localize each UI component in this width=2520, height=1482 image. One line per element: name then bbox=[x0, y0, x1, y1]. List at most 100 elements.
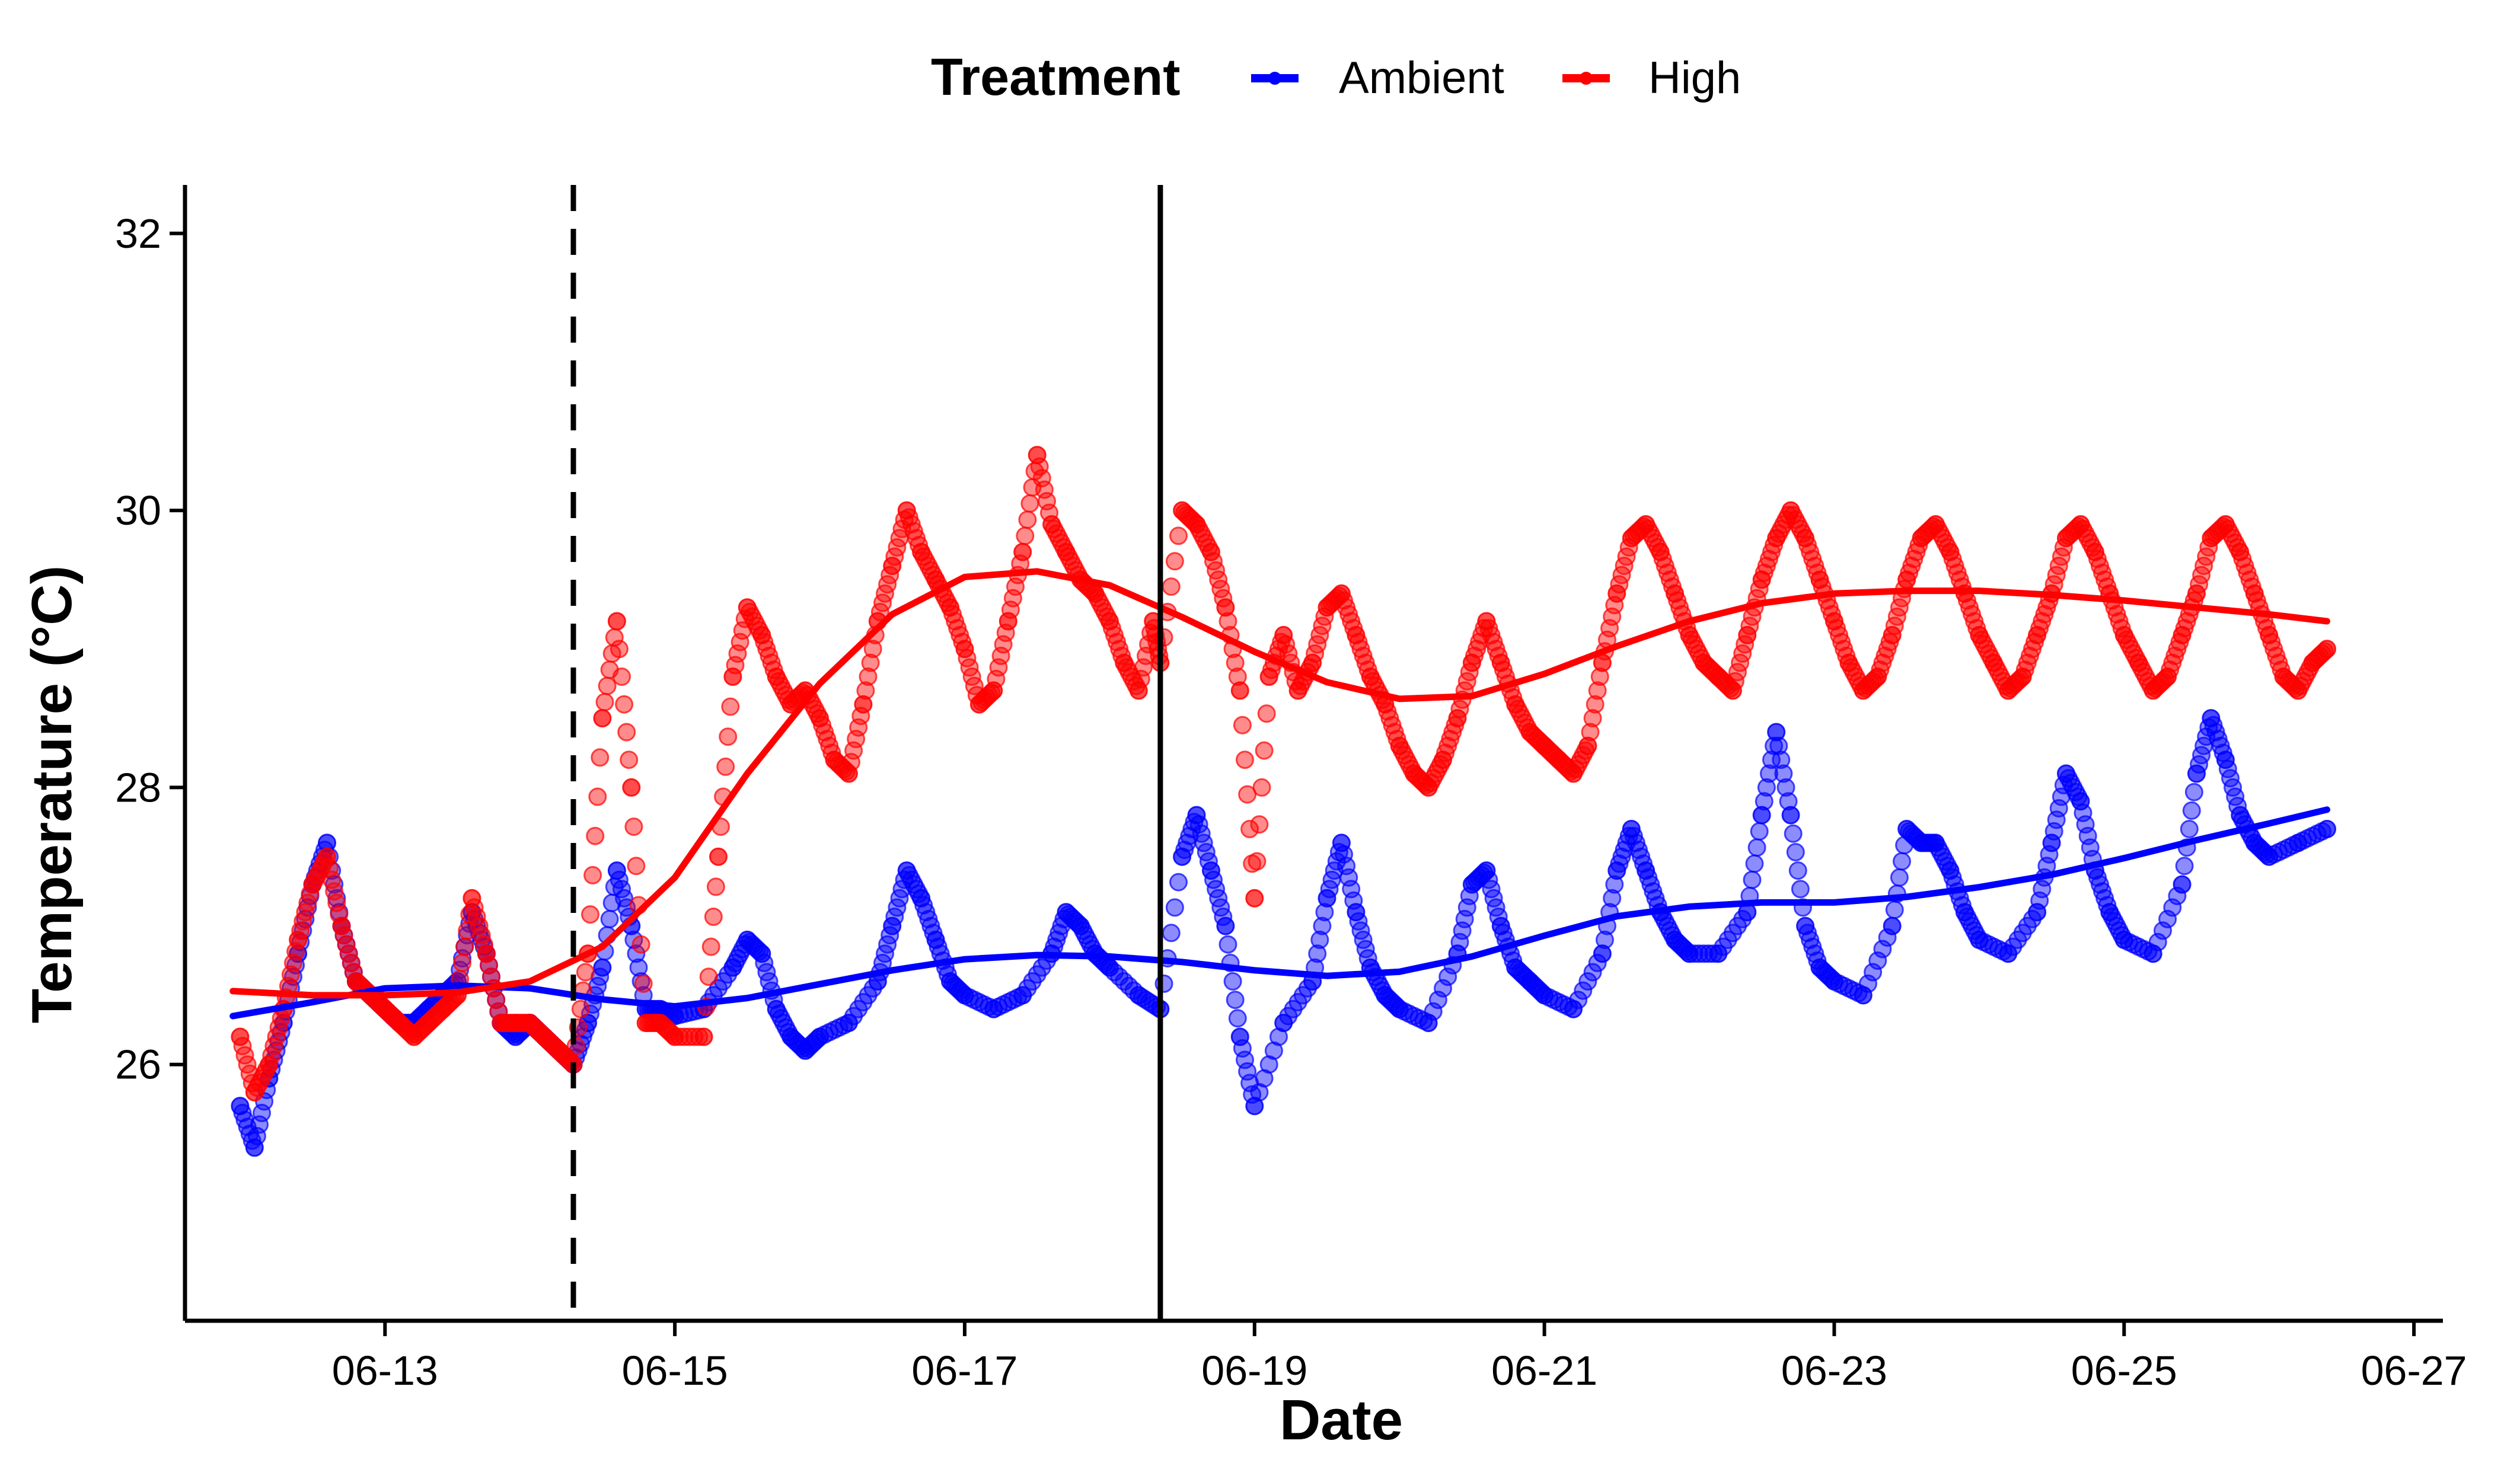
ambient-point bbox=[1893, 852, 1911, 871]
x-tick-label: 06-15 bbox=[622, 1347, 728, 1394]
ambient-point bbox=[1685, 944, 1704, 963]
legend-high-point bbox=[1580, 72, 1593, 85]
high-point bbox=[1236, 750, 1254, 769]
y-axis-title: Temperature (°C) bbox=[20, 566, 84, 1024]
high-point bbox=[1216, 598, 1235, 617]
high-point bbox=[1233, 716, 1252, 734]
high-point bbox=[1245, 889, 1264, 908]
x-tick-label: 06-25 bbox=[2071, 1347, 2177, 1394]
x-tick-label: 06-23 bbox=[1781, 1347, 1887, 1394]
ambient-point bbox=[1680, 944, 1699, 963]
ambient-point bbox=[1757, 778, 1776, 797]
high-point bbox=[716, 757, 735, 776]
high-point bbox=[694, 1027, 713, 1046]
high-point bbox=[634, 974, 653, 993]
high-point bbox=[1230, 681, 1249, 700]
high-point bbox=[1169, 526, 1188, 545]
ambient-point bbox=[1564, 999, 1583, 1018]
high-point bbox=[861, 653, 880, 672]
ambient-point bbox=[1308, 944, 1327, 963]
high-point bbox=[854, 695, 873, 714]
ambient-point bbox=[629, 958, 648, 977]
ambient-point bbox=[1755, 792, 1773, 811]
high-point bbox=[1578, 736, 1597, 755]
high-point bbox=[704, 908, 723, 926]
ambient-point bbox=[1760, 764, 1778, 783]
ambient-point bbox=[1689, 944, 1708, 963]
x-axis-title: Date bbox=[1280, 1388, 1403, 1452]
high-point bbox=[1165, 552, 1184, 571]
ambient-point bbox=[1603, 889, 1622, 908]
ambient-point bbox=[1772, 750, 1791, 769]
ambient-point bbox=[1750, 822, 1769, 841]
high-point bbox=[1016, 526, 1035, 545]
high-point bbox=[1586, 695, 1604, 714]
high-point bbox=[571, 999, 590, 1018]
ambient-point bbox=[1883, 916, 1902, 935]
ambient-point bbox=[627, 944, 646, 963]
high-point bbox=[675, 1027, 694, 1046]
legend-ambient-label: Ambient bbox=[1339, 53, 1504, 103]
high-point bbox=[709, 847, 728, 866]
high-point bbox=[1218, 612, 1237, 631]
high-point bbox=[859, 667, 878, 686]
high-point bbox=[670, 1027, 689, 1046]
high-point bbox=[1018, 510, 1037, 529]
high-point bbox=[1013, 542, 1032, 561]
ambient-point bbox=[1791, 880, 1810, 899]
y-tick-label: 26 bbox=[115, 1042, 161, 1088]
high-point bbox=[627, 857, 646, 876]
ambient-smooth-line bbox=[229, 806, 2330, 1020]
high-point bbox=[665, 1027, 684, 1046]
ambient-point bbox=[1788, 861, 1807, 880]
high-point bbox=[1252, 778, 1271, 797]
high-point bbox=[719, 727, 738, 746]
ambient-point bbox=[1784, 824, 1803, 843]
ambient-point bbox=[1596, 930, 1614, 949]
high-point bbox=[1581, 723, 1600, 742]
high-point bbox=[699, 967, 718, 986]
high-point bbox=[586, 826, 605, 845]
reference-lines bbox=[570, 185, 1163, 1321]
ambient-point bbox=[1583, 963, 1602, 982]
high-point bbox=[1020, 494, 1039, 513]
ambient-point bbox=[2180, 820, 2199, 838]
ambient-point bbox=[1859, 974, 1877, 993]
y-tick-label: 32 bbox=[115, 210, 161, 257]
ambient-point bbox=[1776, 778, 1795, 797]
ambient-point bbox=[2148, 932, 2167, 951]
y-axis-ticks: 26 28 30 32 bbox=[115, 210, 185, 1088]
high-smooth-line bbox=[229, 568, 2330, 999]
ambient-point bbox=[2318, 820, 2336, 838]
ambient-point bbox=[1438, 967, 1457, 986]
high-point bbox=[1583, 709, 1602, 728]
ambient-point bbox=[1786, 843, 1805, 861]
smooth-lines bbox=[229, 568, 2330, 1020]
high-point bbox=[1250, 815, 1269, 834]
legend-high-label: High bbox=[1648, 53, 1741, 103]
high-point bbox=[863, 640, 882, 659]
ambient-point bbox=[1250, 1083, 1269, 1101]
ambient-point bbox=[1774, 764, 1793, 783]
ambient-point bbox=[600, 909, 619, 928]
ambient-point bbox=[1578, 972, 1597, 991]
ambient-point bbox=[1419, 1014, 1438, 1033]
high-point bbox=[1226, 653, 1245, 672]
high-point bbox=[576, 963, 595, 982]
ambient-point bbox=[1745, 854, 1764, 873]
ambient-point bbox=[1264, 1041, 1283, 1060]
ambient-point bbox=[1781, 806, 1800, 825]
ambient-point bbox=[1259, 1055, 1278, 1074]
x-tick-label: 06-19 bbox=[1201, 1347, 1307, 1394]
y-tick-label: 30 bbox=[115, 487, 161, 534]
high-point bbox=[615, 695, 634, 714]
ambient-point bbox=[1169, 873, 1188, 892]
high-point bbox=[617, 723, 636, 742]
ambient-point bbox=[631, 972, 650, 991]
ambient-point bbox=[1769, 736, 1788, 755]
high-point bbox=[856, 681, 875, 700]
high-point bbox=[706, 877, 725, 896]
high-point bbox=[453, 953, 472, 972]
x-tick-label: 06-21 bbox=[1491, 1347, 1597, 1394]
